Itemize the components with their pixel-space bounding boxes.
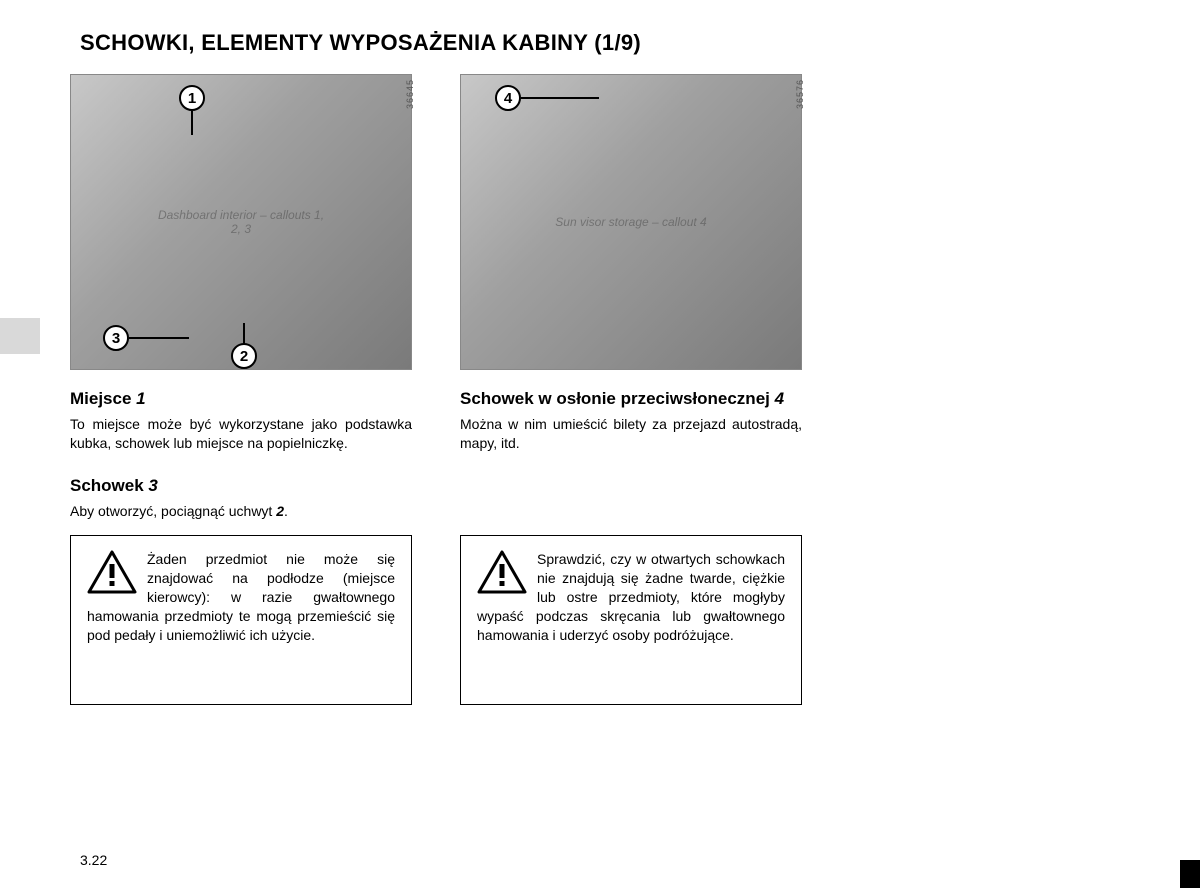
heading-text: Miejsce bbox=[70, 389, 136, 408]
callout-1: 1 bbox=[179, 85, 205, 111]
text-num: 2 bbox=[276, 503, 284, 519]
figure-code-left: 36645 bbox=[405, 79, 415, 109]
leader-2 bbox=[243, 323, 245, 345]
heading-num: 3 bbox=[148, 476, 157, 495]
content-columns: 36645 Dashboard interior – callouts 1, 2… bbox=[70, 74, 1130, 705]
page-title: SCHOWKI, ELEMENTY WYPOSAŻENIA KABINY (1/… bbox=[80, 30, 1130, 56]
figure-placeholder-right: Sun visor storage – callout 4 bbox=[555, 215, 706, 229]
figure-code-right: 36576 bbox=[795, 79, 805, 109]
heading-text: Schowek bbox=[70, 476, 148, 495]
text-part-c: . bbox=[284, 503, 288, 519]
manual-page: SCHOWKI, ELEMENTY WYPOSAŻENIA KABINY (1/… bbox=[0, 0, 1200, 888]
heading-miejsce-1: Miejsce 1 bbox=[70, 388, 412, 409]
warning-box-left: Żaden przedmiot nie może się znajdować n… bbox=[70, 535, 412, 705]
heading-text: Schowek w osłonie przeciwsłonecznej bbox=[460, 389, 775, 408]
leader-4 bbox=[521, 97, 599, 99]
warning-icon bbox=[477, 550, 527, 594]
warning-icon bbox=[87, 550, 137, 594]
callout-2: 2 bbox=[231, 343, 257, 369]
right-column: 36576 Sun visor storage – callout 4 4 Sc… bbox=[460, 74, 802, 705]
leader-1 bbox=[191, 111, 193, 135]
warning-box-right: Sprawdzić, czy w otwartych schowkach nie… bbox=[460, 535, 802, 705]
corner-mark bbox=[1180, 860, 1200, 888]
text-schowek-4: Można w nim umieścić bilety za przejazd … bbox=[460, 415, 802, 453]
callout-4: 4 bbox=[495, 85, 521, 111]
page-number: 3.22 bbox=[80, 852, 107, 868]
callout-3: 3 bbox=[103, 325, 129, 351]
figure-left: 36645 Dashboard interior – callouts 1, 2… bbox=[70, 74, 412, 370]
leader-3 bbox=[129, 337, 189, 339]
text-part-a: Aby otworzyć, pociągnąć uchwyt bbox=[70, 503, 276, 519]
figure-placeholder-left: Dashboard interior – callouts 1, 2, 3 bbox=[156, 208, 326, 236]
left-column: 36645 Dashboard interior – callouts 1, 2… bbox=[70, 74, 412, 705]
text-miejsce-1: To miejsce może być wykorzystane jako po… bbox=[70, 415, 412, 453]
text-schowek-3: Aby otworzyć, pociągnąć uchwyt 2. bbox=[70, 502, 412, 521]
heading-num: 4 bbox=[775, 389, 784, 408]
heading-schowek-4: Schowek w osłonie przeciwsłonecznej 4 bbox=[460, 388, 802, 409]
heading-num: 1 bbox=[136, 389, 145, 408]
figure-right: 36576 Sun visor storage – callout 4 4 bbox=[460, 74, 802, 370]
heading-schowek-3: Schowek 3 bbox=[70, 475, 412, 496]
